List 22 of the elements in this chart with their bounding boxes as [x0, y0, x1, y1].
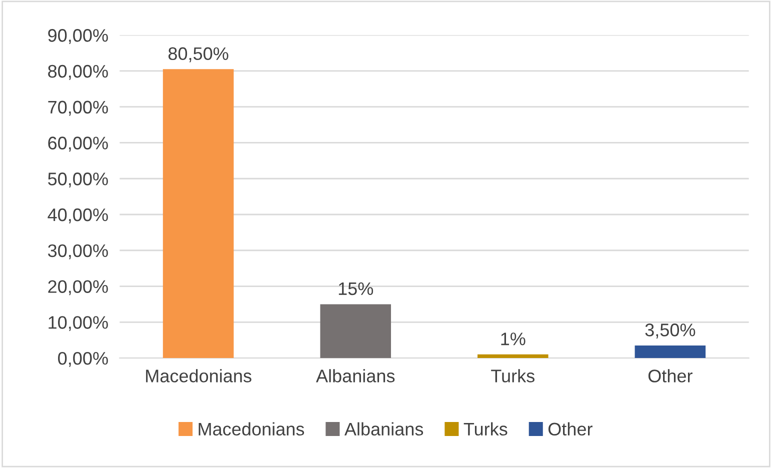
y-tick-label: 50,00%: [48, 172, 108, 188]
y-tick-label: 80,00%: [48, 64, 108, 80]
data-label: 15%: [338, 282, 374, 296]
legend-label: Turks: [464, 422, 508, 436]
x-tick-label: Albanians: [316, 369, 395, 382]
x-tick-label: Turks: [491, 369, 534, 382]
legend-label: Other: [548, 422, 592, 436]
y-tick-label: 90,00%: [48, 29, 108, 44]
x-tick-label: Other: [648, 369, 692, 382]
y-tick-label: 10,00%: [48, 316, 108, 331]
y-tick-label: 30,00%: [48, 244, 108, 260]
legend-label: Albanians: [344, 422, 424, 436]
data-label: 3,50%: [645, 324, 696, 338]
y-tick-label: 60,00%: [48, 136, 108, 152]
y-tick-label: 40,00%: [48, 208, 108, 224]
y-tick-label: 20,00%: [48, 280, 108, 296]
x-tick-label: Macedonians: [146, 369, 252, 382]
legend-label: Macedonians: [198, 422, 304, 436]
data-label: 1%: [501, 332, 526, 346]
y-tick-label: 0,00%: [58, 352, 108, 367]
y-tick-label: 70,00%: [48, 100, 108, 116]
data-label: 80,50%: [168, 47, 228, 62]
